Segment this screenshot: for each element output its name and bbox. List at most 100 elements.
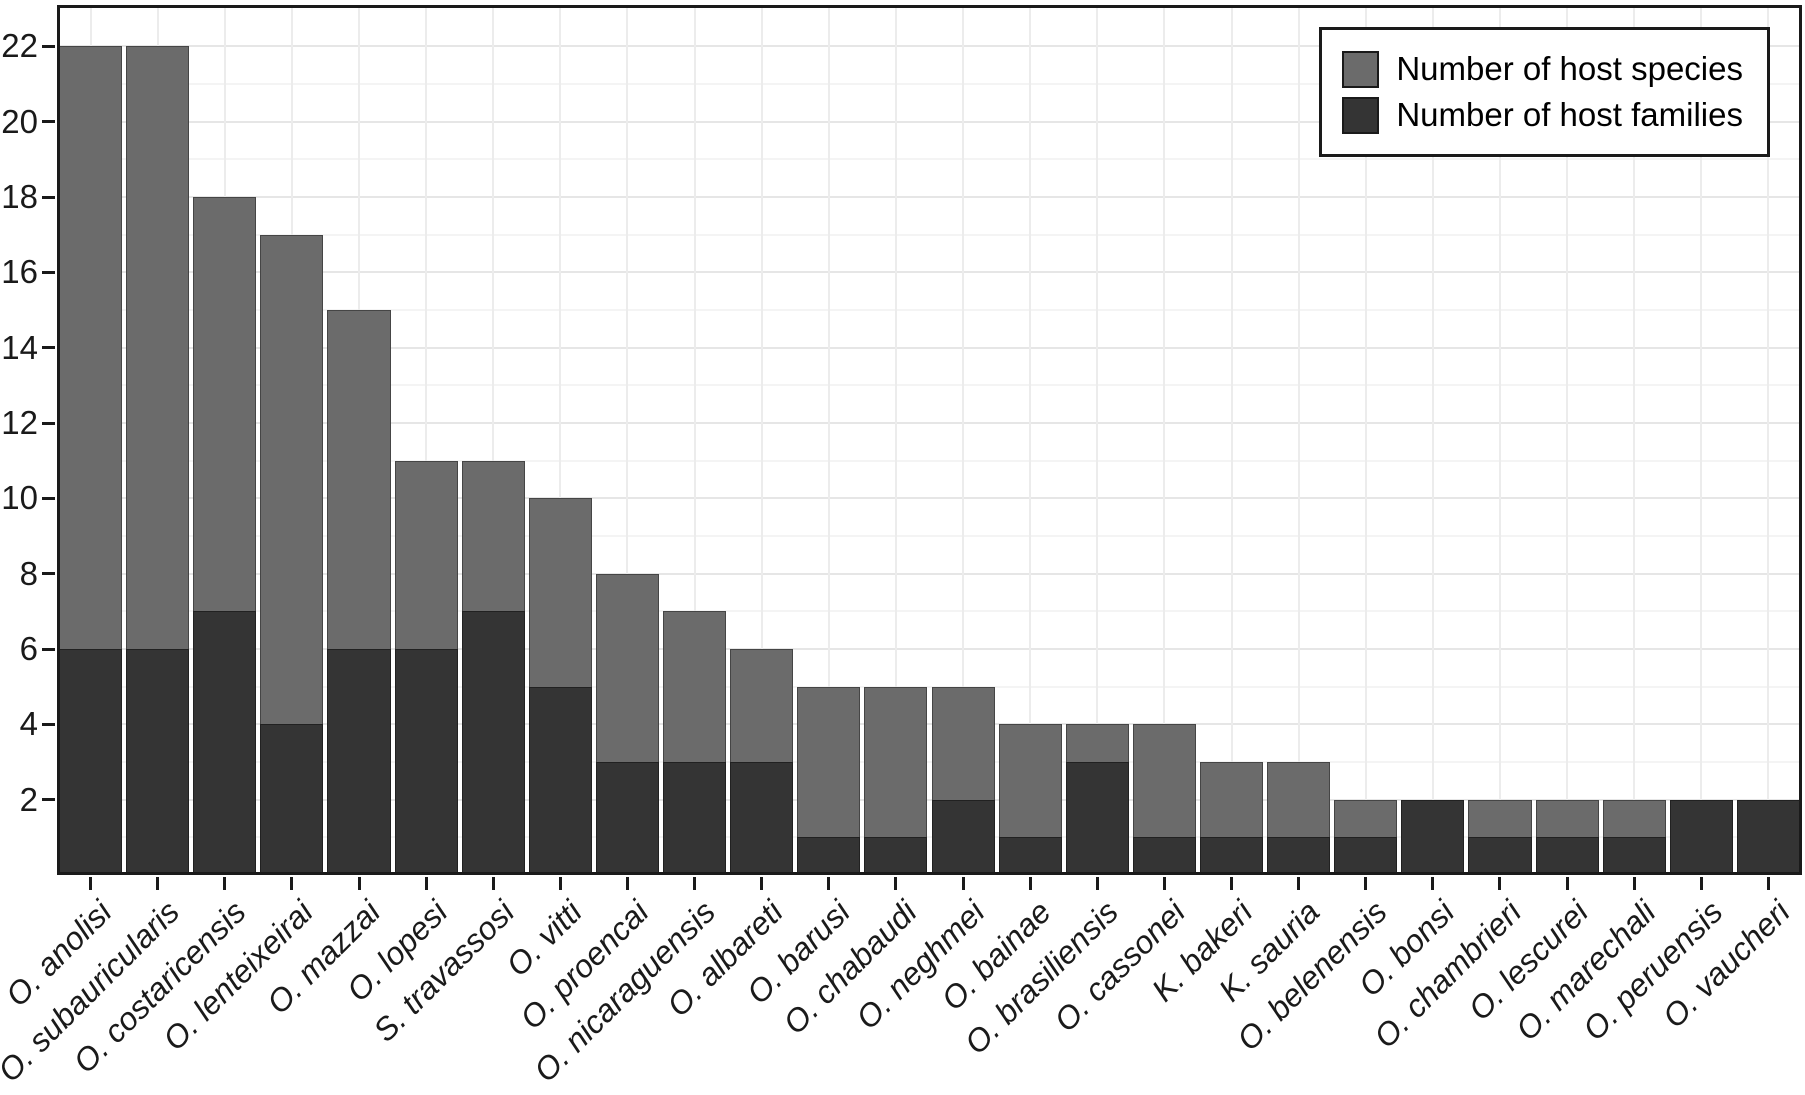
bar-group-o-lopesi xyxy=(393,5,460,875)
y-tick-mark-18 xyxy=(42,195,55,199)
gridline-vertical-o-barusi xyxy=(827,5,830,875)
bar-host-families-o-lescurei xyxy=(1535,837,1599,875)
bar-host-families-o-lenteixeirai xyxy=(260,724,324,875)
gridline-vertical-o-proencai xyxy=(626,5,629,875)
y-tick-mark-14 xyxy=(42,346,55,350)
gridline-vertical-k-sauria xyxy=(1297,5,1300,875)
gridline-vertical-o-nicaraguensis xyxy=(693,5,696,875)
gridline-minor-y13 xyxy=(57,384,1802,387)
x-tick-mark-o-subauricularis xyxy=(156,877,160,890)
bars-layer xyxy=(57,5,1802,875)
bar-group-o-cassonei xyxy=(1131,5,1198,875)
gridline-major-y18 xyxy=(57,196,1802,199)
gridline-major-y8 xyxy=(57,572,1802,575)
gridline-major-y12 xyxy=(57,422,1802,425)
bar-host-families-o-mazzai xyxy=(327,649,391,875)
y-tick-label-4: 4 xyxy=(19,705,38,743)
bar-host-families-o-lopesi xyxy=(394,649,458,875)
bar-host-families-o-peruensis xyxy=(1669,799,1733,875)
gridline-minor-y7 xyxy=(57,610,1802,613)
bar-group-o-chabaudi xyxy=(862,5,929,875)
gridline-minor-y11 xyxy=(57,459,1802,462)
y-tick-label-14: 14 xyxy=(1,328,38,366)
y-tick-label-16: 16 xyxy=(1,253,38,291)
bar-host-families-o-chabaudi xyxy=(864,837,928,875)
gridline-major-y20 xyxy=(57,120,1802,123)
gridline-vertical-o-albareti xyxy=(760,5,763,875)
x-tick-mark-o-costaricensis xyxy=(223,877,227,890)
gridline-vertical-o-neghmei xyxy=(962,5,965,875)
legend-key-host-species xyxy=(1342,50,1380,88)
bar-group-o-vitti xyxy=(527,5,594,875)
y-tick-label-22: 22 xyxy=(1,27,38,65)
gridline-vertical-o-peruensis xyxy=(1700,5,1703,875)
y-tick-mark-2 xyxy=(42,798,55,802)
y-tick-mark-16 xyxy=(42,270,55,274)
gridline-vertical-o-chabaudi xyxy=(894,5,897,875)
bar-group-o-proencai xyxy=(594,5,661,875)
gridline-minor-y21 xyxy=(57,83,1802,86)
bar-host-families-o-nicaraguensis xyxy=(663,762,727,875)
x-tick-mark-o-chabaudi xyxy=(894,877,898,890)
bar-group-o-nicaraguensis xyxy=(661,5,728,875)
bar-host-families-o-belenensis xyxy=(1334,837,1398,875)
bar-host-families-k-sauria xyxy=(1267,837,1331,875)
gridline-major-y22 xyxy=(57,45,1802,48)
y-axis: 2 4 6 8 10 12 14 16 18 20 22 xyxy=(0,5,57,875)
bar-group-o-brasiliensis xyxy=(1064,5,1131,875)
x-tick-mark-o-proencai xyxy=(625,877,629,890)
bar-host-families-o-cassonei xyxy=(1132,837,1196,875)
bar-host-families-o-barusi xyxy=(797,837,861,875)
gridline-vertical-o-cassonei xyxy=(1163,5,1166,875)
gridline-vertical-o-chambrieri xyxy=(1498,5,1501,875)
bar-group-o-barusi xyxy=(795,5,862,875)
gridline-minor-y17 xyxy=(57,233,1802,236)
y-tick-label-6: 6 xyxy=(19,630,38,668)
y-tick-mark-4 xyxy=(42,722,55,726)
y-tick-mark-20 xyxy=(42,120,55,124)
y-tick-mark-22 xyxy=(42,44,55,48)
bar-group-o-peruensis xyxy=(1668,5,1735,875)
x-tick-mark-o-lescurei xyxy=(1565,877,1569,890)
x-tick-mark-k-sauria xyxy=(1297,877,1301,890)
x-tick-mark-o-chambrieri xyxy=(1498,877,1502,890)
y-tick-mark-8 xyxy=(42,572,55,576)
bar-host-families-o-vaucheri xyxy=(1736,799,1800,875)
gridline-major-y16 xyxy=(57,271,1802,274)
gridline-major-y10 xyxy=(57,497,1802,500)
gridline-vertical-o-marechali xyxy=(1633,5,1636,875)
bar-group-o-neghmei xyxy=(930,5,997,875)
gridline-vertical-o-bainae xyxy=(1029,5,1032,875)
bar-host-families-o-bonsi xyxy=(1401,799,1465,875)
bar-host-families-o-brasiliensis xyxy=(1065,762,1129,875)
x-tick-mark-o-brasiliensis xyxy=(1095,877,1099,890)
y-tick-label-2: 2 xyxy=(19,780,38,818)
bar-group-o-vaucheri xyxy=(1735,5,1802,875)
y-tick-label-10: 10 xyxy=(1,479,38,517)
gridline-vertical-k-bakeri xyxy=(1230,5,1233,875)
bar-group-k-bakeri xyxy=(1198,5,1265,875)
y-tick-label-20: 20 xyxy=(1,102,38,140)
bar-group-o-albareti xyxy=(728,5,795,875)
bar-group-s-travassosi xyxy=(460,5,527,875)
legend-label-host-species: Number of host species xyxy=(1396,50,1743,87)
gridline-major-y14 xyxy=(57,346,1802,349)
gridline-vertical-s-travassosi xyxy=(492,5,495,875)
gridline-minor-y5 xyxy=(57,685,1802,688)
bar-group-o-lenteixeirai xyxy=(258,5,325,875)
x-tick-mark-o-anolisi xyxy=(89,877,93,890)
x-tick-mark-o-neghmei xyxy=(961,877,965,890)
legend-label-host-families: Number of host families xyxy=(1396,96,1743,133)
bar-group-o-subauricularis xyxy=(124,5,191,875)
gridline-minor-y19 xyxy=(57,158,1802,161)
gridline-major-y2 xyxy=(57,798,1802,801)
x-tick-mark-k-bakeri xyxy=(1230,877,1234,890)
bar-host-families-s-travassosi xyxy=(461,611,525,875)
gridline-minor-y9 xyxy=(57,535,1802,538)
gridline-vertical-o-belenensis xyxy=(1364,5,1367,875)
x-tick-mark-s-travassosi xyxy=(491,877,495,890)
y-tick-mark-12 xyxy=(42,421,55,425)
y-tick-label-18: 18 xyxy=(1,178,38,216)
gridline-minor-y1 xyxy=(57,836,1802,839)
